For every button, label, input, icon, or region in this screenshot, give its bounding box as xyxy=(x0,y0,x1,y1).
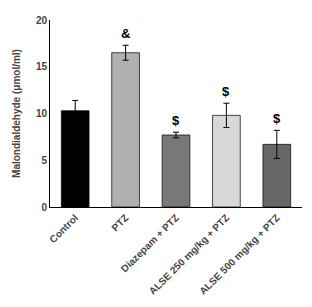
svg-text:Malondialdehyde (μmol/ml): Malondialdehyde (μmol/ml) xyxy=(11,49,22,178)
svg-text:$: $ xyxy=(273,111,281,126)
svg-text:20: 20 xyxy=(36,15,48,26)
svg-text:&: & xyxy=(121,26,130,41)
svg-text:Diazepam + PTZ: Diazepam + PTZ xyxy=(119,212,181,274)
svg-text:0: 0 xyxy=(41,202,47,213)
svg-text:PTZ: PTZ xyxy=(109,212,130,233)
svg-text:$: $ xyxy=(222,84,230,99)
svg-text:Control: Control xyxy=(47,212,80,245)
svg-text:ALSE 250 mg/kg + PTZ: ALSE 250 mg/kg + PTZ xyxy=(147,212,232,297)
svg-text:5: 5 xyxy=(41,155,47,166)
svg-text:10: 10 xyxy=(36,108,48,119)
svg-text:$: $ xyxy=(172,113,180,128)
svg-text:15: 15 xyxy=(36,61,48,72)
svg-text:ALSE 500 mg/kg + PTZ: ALSE 500 mg/kg + PTZ xyxy=(197,212,282,297)
